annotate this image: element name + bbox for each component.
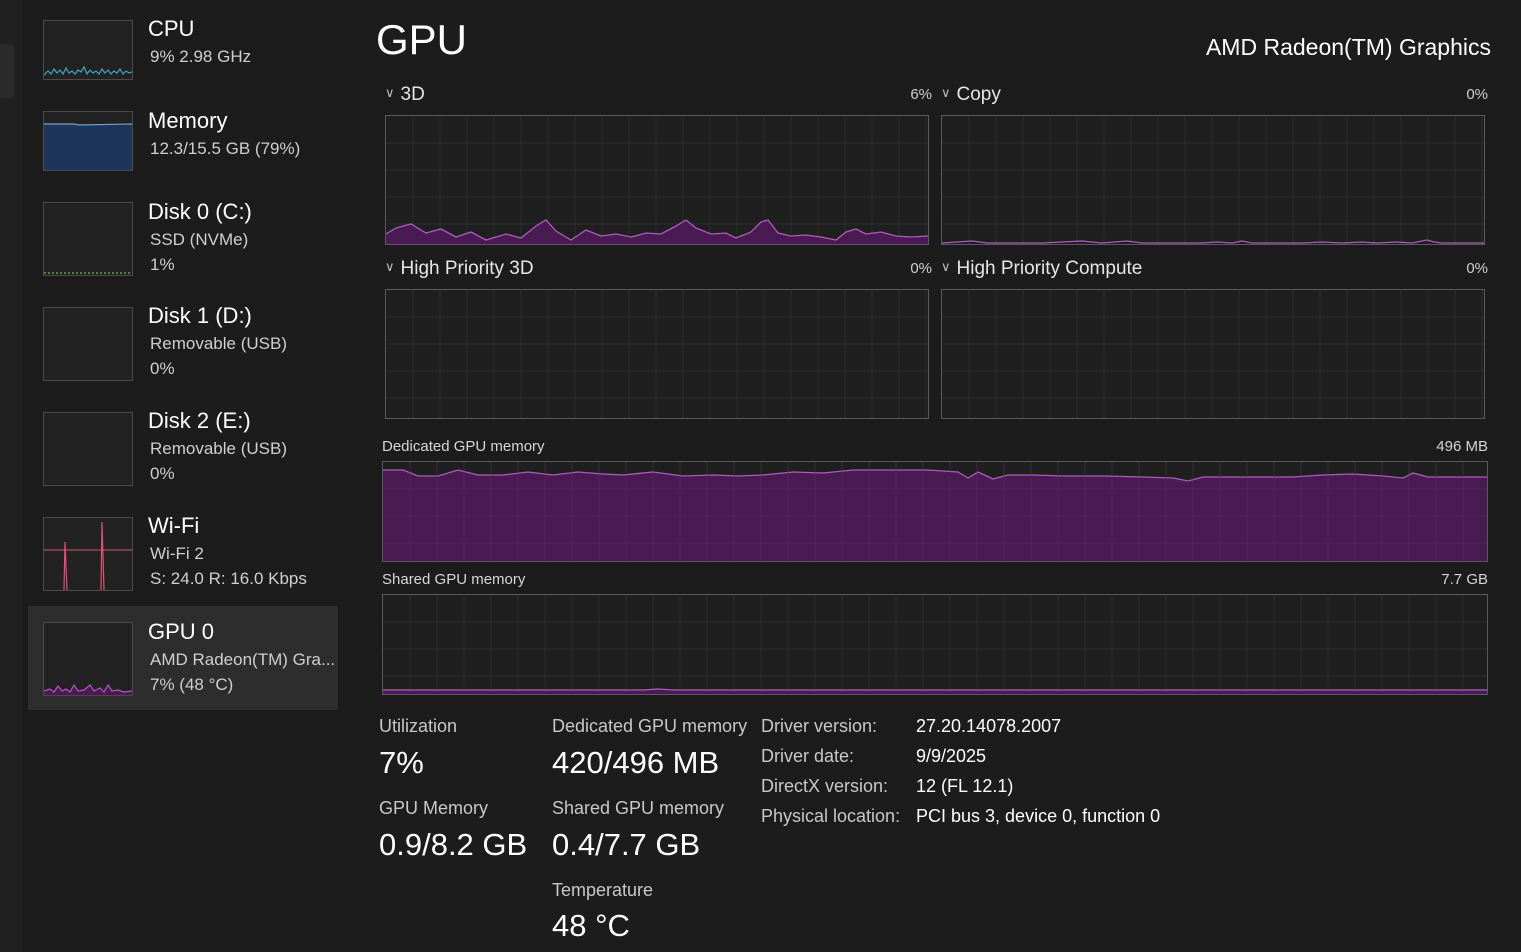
sidebar-item-gpu-0[interactable]: GPU 0 AMD Radeon(TM) Gra... 7% (48 °C)	[28, 606, 338, 710]
dedicated-memory-graph-max: 496 MB	[1436, 438, 1488, 455]
physical-location-value: PCI bus 3, device 0, function 0	[916, 806, 1161, 826]
dedicated-memory-stat-label: Dedicated GPU memory	[552, 716, 748, 736]
shared-memory-graph-max: 7.7 GB	[1441, 571, 1488, 588]
sidebar-item-disk-0[interactable]: Disk 0 (C:) SSD (NVMe) 1%	[28, 188, 338, 292]
engine-high-priority-compute-label[interactable]: ∨ High Priority Compute	[941, 258, 1142, 280]
temperature-label: Temperature	[552, 880, 654, 900]
gpu-thumbnail-graph	[43, 622, 133, 696]
engine-3d-percent: 6%	[910, 86, 932, 103]
engine-3d-label[interactable]: ∨ 3D	[385, 84, 425, 106]
wifi-thumbnail-graph	[43, 517, 133, 591]
engine-copy-graph	[941, 115, 1485, 245]
utilization-value: 7%	[379, 745, 424, 780]
sidebar-title: Disk 2 (E:)	[148, 408, 251, 433]
engine-name: Copy	[956, 84, 1001, 105]
chevron-down-icon[interactable]: ∨	[385, 259, 395, 274]
dedicated-memory-graph-label: Dedicated GPU memory	[382, 438, 545, 455]
sidebar-title: Memory	[148, 108, 228, 133]
sidebar-item-memory[interactable]: Memory 12.3/15.5 GB (79%)	[28, 96, 338, 200]
sidebar-title: Disk 0 (C:)	[148, 199, 252, 224]
page-title: GPU	[376, 16, 468, 63]
nav-rail-indicator[interactable]	[0, 44, 14, 98]
directx-version-value: 12 (FL 12.1)	[916, 776, 1014, 796]
sidebar-subtitle-2: S: 24.0 R: 16.0 Kbps	[150, 569, 307, 588]
engine-name: High Priority Compute	[956, 258, 1143, 279]
chevron-down-icon[interactable]: ∨	[385, 85, 395, 100]
engine-name: 3D	[400, 84, 425, 105]
gpu-device-name: AMD Radeon(TM) Graphics	[1205, 34, 1491, 60]
driver-version-key: Driver version:	[761, 716, 878, 736]
shared-memory-graph	[382, 594, 1488, 695]
dedicated-memory-graph	[382, 461, 1488, 562]
sidebar-subtitle: 9% 2.98 GHz	[150, 47, 252, 66]
physical-location-key: Physical location:	[761, 806, 901, 826]
sidebar-title: CPU	[148, 16, 195, 41]
engine-3d-graph	[385, 115, 929, 245]
dedicated-memory-stat-value: 420/496 MB	[552, 745, 720, 780]
sidebar-subtitle: SSD (NVMe)	[150, 230, 249, 249]
engine-high-priority-3d-label[interactable]: ∨ High Priority 3D	[385, 258, 534, 280]
sidebar-title: GPU 0	[148, 619, 215, 644]
shared-memory-stat-value: 0.4/7.7 GB	[552, 827, 701, 862]
engine-name: High Priority 3D	[400, 258, 534, 279]
disk0-thumbnail-graph	[43, 202, 133, 276]
gpu-memory-value: 0.9/8.2 GB	[379, 827, 528, 862]
engine-copy-percent: 0%	[1466, 86, 1488, 103]
sidebar-item-disk-2[interactable]: Disk 2 (E:) Removable (USB) 0%	[28, 397, 338, 501]
sidebar-subtitle: Removable (USB)	[150, 334, 287, 353]
sidebar-title: Wi-Fi	[148, 513, 200, 538]
sidebar-subtitle: 12.3/15.5 GB (79%)	[150, 139, 301, 158]
disk1-thumbnail-graph	[43, 307, 133, 381]
sidebar-subtitle-2: 0%	[150, 359, 175, 378]
driver-version-value: 27.20.14078.2007	[916, 716, 1062, 736]
shared-memory-graph-label: Shared GPU memory	[382, 571, 526, 588]
performance-sidebar: CPU 9% 2.98 GHz Memory 12.3/15.5 GB (79%…	[28, 0, 338, 952]
utilization-label: Utilization	[379, 716, 458, 736]
cpu-thumbnail-graph	[43, 20, 133, 80]
engine-high-priority-compute-graph	[941, 289, 1485, 419]
driver-date-key: Driver date:	[761, 746, 855, 766]
engine-copy-label[interactable]: ∨ Copy	[941, 84, 1001, 106]
sidebar-subtitle: AMD Radeon(TM) Gra...	[150, 650, 336, 669]
directx-version-key: DirectX version:	[761, 776, 889, 796]
sidebar-subtitle-2: 7% (48 °C)	[150, 675, 234, 694]
sidebar-subtitle: Wi-Fi 2	[150, 544, 204, 563]
engine-high-priority-3d-graph	[385, 289, 929, 419]
engine-high-priority-3d-percent: 0%	[910, 260, 932, 277]
gpu-memory-label: GPU Memory	[379, 798, 489, 818]
sidebar-item-disk-1[interactable]: Disk 1 (D:) Removable (USB) 0%	[28, 292, 338, 396]
temperature-value: 48 °C	[552, 908, 630, 943]
chevron-down-icon[interactable]: ∨	[941, 85, 951, 100]
memory-thumbnail-graph	[43, 111, 133, 171]
sidebar-subtitle-2: 0%	[150, 464, 175, 483]
sidebar-item-wifi[interactable]: Wi-Fi Wi-Fi 2 S: 24.0 R: 16.0 Kbps	[28, 502, 338, 606]
sidebar-subtitle-2: 1%	[150, 255, 175, 274]
sidebar-item-cpu[interactable]: CPU 9% 2.98 GHz	[28, 0, 338, 104]
disk2-thumbnail-graph	[43, 412, 133, 486]
shared-memory-stat-label: Shared GPU memory	[552, 798, 725, 818]
driver-date-value: 9/9/2025	[916, 746, 987, 766]
sidebar-subtitle: Removable (USB)	[150, 439, 287, 458]
left-nav-rail	[0, 0, 22, 952]
chevron-down-icon[interactable]: ∨	[941, 259, 951, 274]
sidebar-title: Disk 1 (D:)	[148, 303, 252, 328]
engine-high-priority-compute-percent: 0%	[1466, 260, 1488, 277]
